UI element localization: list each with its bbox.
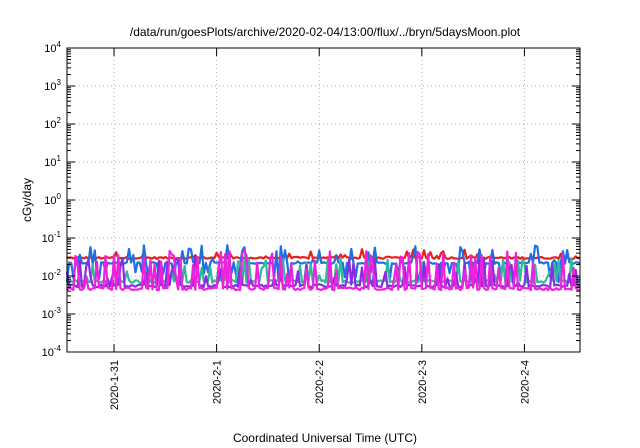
y-tick-label: 100 [44, 192, 61, 207]
y-tick-label: 103 [44, 78, 61, 93]
x-tick-label: 2020-2-4 [519, 360, 531, 404]
chart-title: /data/run/goesPlots/archive/2020-02-04/1… [130, 25, 521, 39]
ticks-layer: 10-4 10-3 10-2 10-1 100 101 102 103 104 2020-1-31… [42, 40, 580, 410]
y-tick-label: 10-4 [42, 344, 62, 359]
x-axis-label: Coordinated Universal Time (UTC) [233, 431, 417, 445]
y-axis-label: cGy/day [20, 178, 34, 222]
series-line [65, 244, 581, 284]
y-tick-label: 10-1 [42, 230, 62, 245]
x-tick-label: 2020-1-31 [109, 360, 121, 410]
series-line [66, 249, 581, 292]
x-tick-label: 2020-2-2 [314, 360, 326, 404]
y-tick-label: 101 [44, 154, 61, 169]
y-tick-label: 10-3 [42, 306, 62, 321]
series-layer [65, 244, 581, 292]
x-tick-label: 2020-2-1 [212, 360, 224, 404]
y-tick-label: 10-2 [42, 268, 62, 283]
y-tick-label: 102 [44, 116, 61, 131]
x-tick-label: 2020-2-3 [417, 360, 429, 404]
y-tick-label: 104 [44, 40, 61, 55]
grid-layer [67, 48, 580, 352]
